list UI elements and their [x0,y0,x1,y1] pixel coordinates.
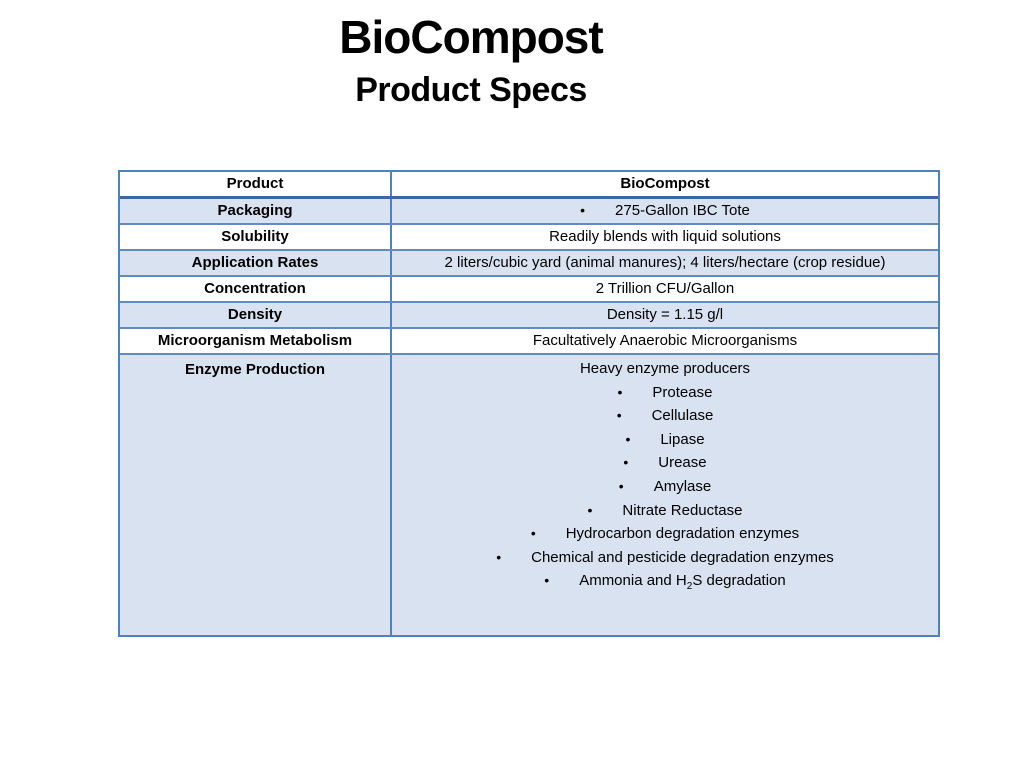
enzyme-item: • Protease [618,381,713,405]
row-label: Enzyme Production [120,355,392,635]
enzyme-item-text: Chemical and pesticide degradation enzym… [531,548,834,566]
row-label: Solubility [120,225,392,249]
row-value: 2 liters/cubic yard (animal manures); 4 … [444,253,886,271]
row-label: Packaging [120,199,392,223]
table-row-density: Density Density = 1.15 g/l [120,303,938,329]
enzyme-item-text: Cellulase [651,407,714,425]
bullet-icon: • [618,477,624,494]
table-row-enzyme-production: Enzyme Production Heavy enzyme producers… [120,355,938,635]
table-row-microorganism-metabolism: Microorganism Metabolism Facultatively A… [120,329,938,355]
enzyme-item-text: Urease [658,454,707,472]
bullet-icon: • [587,501,593,518]
row-label: Microorganism Metabolism [120,329,392,353]
enzyme-intro: Heavy enzyme producers [579,360,751,377]
enzyme-item: • Amylase [619,475,711,499]
header-product: Product [120,172,392,196]
bullet-icon: • [580,202,586,219]
table-row-application-rates: Application Rates 2 liters/cubic yard (a… [120,251,938,277]
title-main: BioCompost [339,11,603,63]
enzyme-item-text-post: S degradation [692,572,786,590]
bullet-icon: • [623,454,629,471]
enzyme-item-text: Nitrate Reductase [622,501,743,519]
enzyme-item: • Lipase [625,428,704,452]
bullet-icon: • [530,525,536,542]
bullet-icon: • [544,572,550,589]
enzyme-item: • Urease [623,451,706,475]
row-value: Facultatively Anaerobic Microorganisms [532,331,798,349]
enzyme-item-text: Protease [652,383,713,401]
table-row-solubility: Solubility Readily blends with liquid so… [120,225,938,251]
table-row-concentration: Concentration 2 Trillion CFU/Gallon [120,277,938,303]
product-specs-table: Product BioCompost Packaging • 275-Gallon… [118,170,940,637]
row-value: • 275-Gallon IBC Tote [392,199,938,223]
bullet-icon: • [616,407,622,424]
enzyme-item-text: Lipase [660,430,705,448]
row-value: Readily blends with liquid solutions [549,227,781,245]
enzyme-item-text-pre: Ammonia and H [579,572,687,590]
enzyme-item-ammonia: • Ammonia and H2S degradation [544,569,785,599]
bullet-icon: • [617,383,623,400]
table-row-packaging: Packaging • 275-Gallon IBC Tote [120,199,938,225]
row-value: Density = 1.15 g/l [606,305,724,323]
bullet-icon: • [625,430,631,447]
enzyme-item: • Nitrate Reductase [588,499,743,523]
title-subtitle: Product Specs [355,71,587,109]
slide-title: BioCompost Product Specs [0,8,942,114]
enzyme-item: • Chemical and pesticide degradation enzy… [496,546,834,570]
header-biocompost: BioCompost [620,174,710,192]
row-value-text: 275-Gallon IBC Tote [615,201,750,219]
table-header-row: Product BioCompost [120,172,938,199]
row-label: Application Rates [120,251,392,275]
row-label: Density [120,303,392,327]
row-value: Heavy enzyme producers • Protease • Cellul… [392,355,938,635]
row-label: Concentration [120,277,392,301]
enzyme-item: • Hydrocarbon degradation enzymes [531,522,799,546]
enzyme-item-text: Hydrocarbon degradation enzymes [565,525,800,543]
row-value: 2 Trillion CFU/Gallon [595,279,735,297]
enzyme-item: • Cellulase [617,404,714,428]
bullet-icon: • [496,548,502,565]
subscript-2: 2 [686,581,693,593]
enzyme-item-text: Amylase [653,477,712,495]
